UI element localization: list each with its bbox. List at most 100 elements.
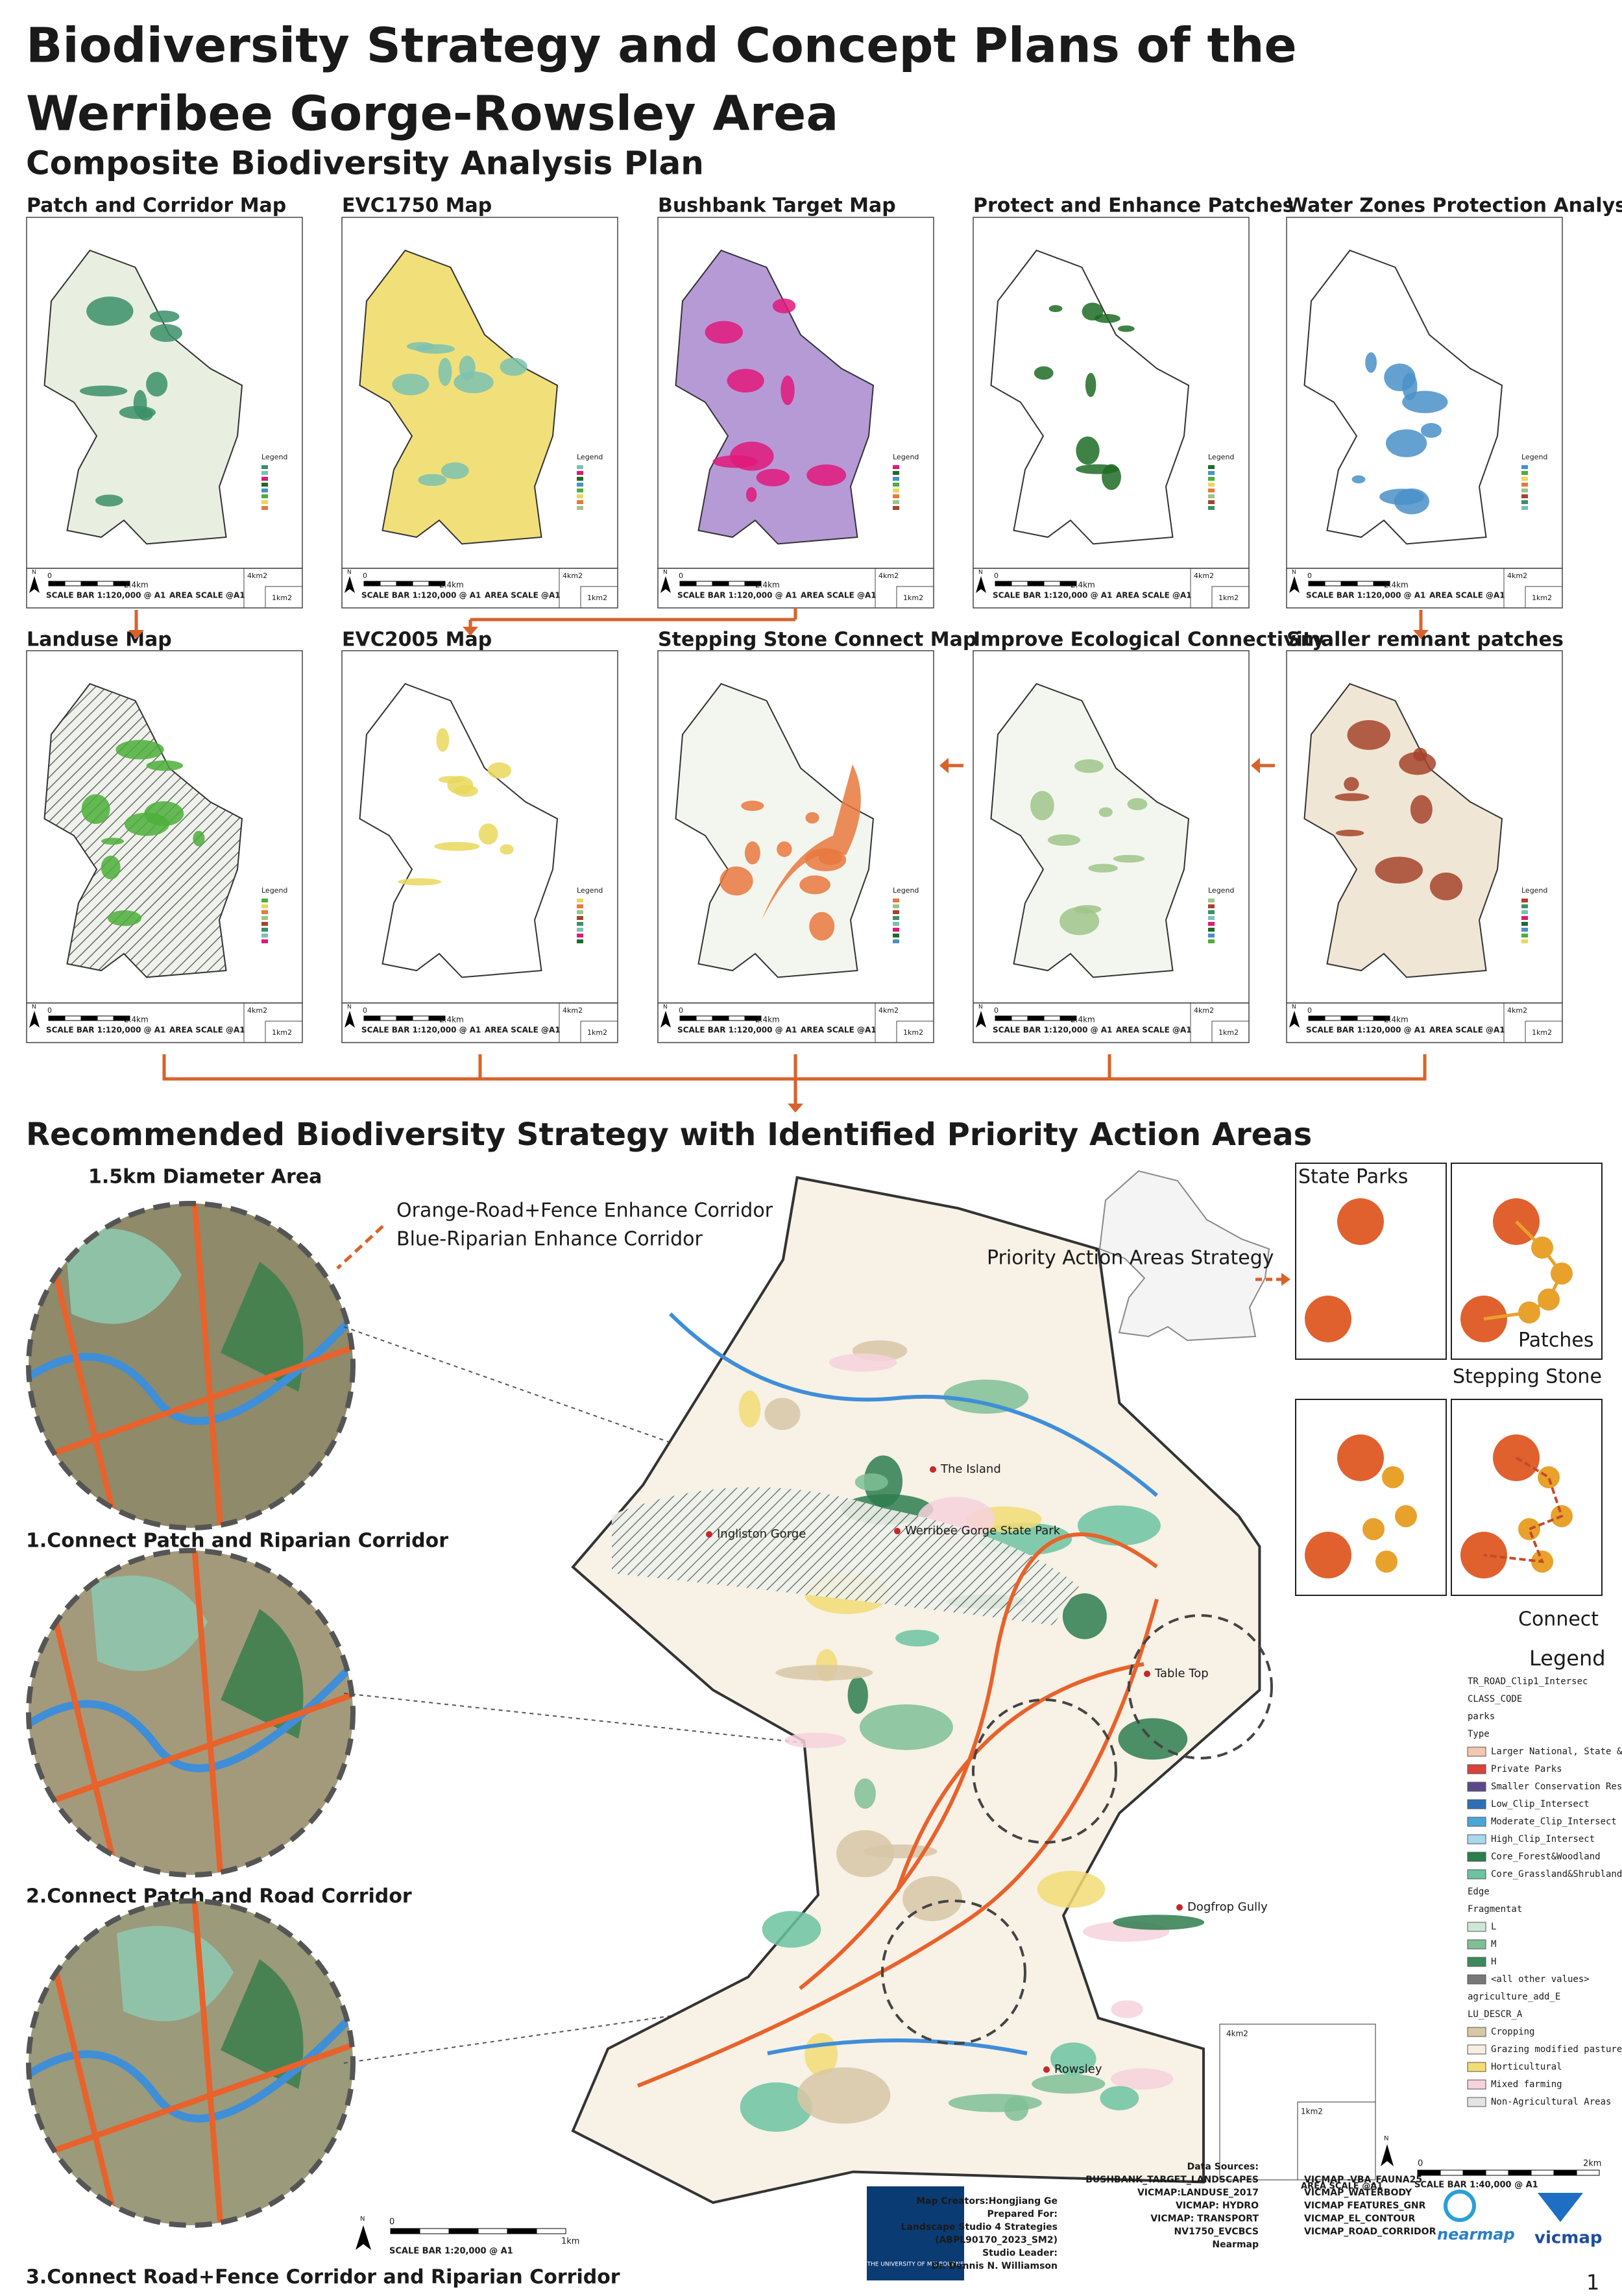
north-arrow — [1381, 2144, 1394, 2166]
scale-bar-seg — [1308, 581, 1325, 586]
area-scale-text: AREA SCALE @A1 — [169, 1026, 245, 1035]
map-patch — [1335, 829, 1364, 837]
map-patch — [1088, 864, 1118, 873]
legend-item: Non-Agricultural Areas — [1491, 2097, 1611, 2107]
scale-text: SCALE BAR 1:120,000 @ A1 — [46, 591, 165, 600]
legend-item: Larger National, State & Regi — [1491, 1746, 1622, 1757]
scale-bar-seg — [396, 1015, 413, 1021]
scale-bar-seg — [97, 581, 114, 586]
legend-swatch — [1467, 1922, 1486, 1932]
flow-head — [939, 758, 949, 773]
legend-swatch — [1521, 465, 1528, 469]
map-patch — [1077, 1505, 1161, 1546]
area-large: 4km2 — [878, 572, 899, 580]
scale-bar-seg — [696, 581, 713, 586]
riparian-corridor — [29, 1317, 353, 1425]
scale-strip — [973, 1002, 1250, 1043]
map-patch — [1127, 798, 1148, 810]
scale-distance: 2.4km — [755, 581, 780, 590]
legend-swatch — [577, 477, 583, 481]
map-patch — [1076, 436, 1100, 465]
riparian-corridor — [668, 1312, 1158, 2055]
area-small: 1km2 — [1218, 594, 1239, 602]
place-name: Werribee Gorge State Park — [905, 1524, 1061, 1538]
scale-bar-seg — [380, 581, 397, 586]
panel-legend-title: Legend — [893, 886, 919, 895]
map-patch — [438, 776, 465, 784]
strategy-node — [1551, 1263, 1573, 1285]
university-logo — [867, 2186, 964, 2280]
legend-swatch — [1467, 1817, 1486, 1827]
legend-swatch — [893, 477, 899, 481]
scale-bar-seg — [478, 2228, 508, 2234]
legend-item: Core_Forest&Woodland — [1491, 1852, 1601, 1862]
scale-distance: 2km — [1583, 2159, 1601, 2169]
strategy-node — [1382, 1466, 1404, 1488]
map-patch — [902, 1876, 963, 1922]
legend-swatch — [577, 910, 583, 914]
map-patch — [1094, 313, 1120, 323]
map-patch — [434, 841, 480, 851]
legend-swatch — [1208, 939, 1215, 943]
map-patch — [1050, 2042, 1096, 2075]
legend-swatch — [261, 489, 268, 492]
map-patch — [806, 464, 847, 486]
map-patch — [1347, 720, 1391, 750]
scale-bar-seg — [412, 1015, 430, 1021]
legend-swatch — [893, 500, 899, 504]
legend-item: TR_ROAD_Clip1_Intersec — [1468, 1676, 1588, 1687]
circle-caption: 1.Connect Patch and Riparian Corridor — [26, 1530, 448, 1553]
north-arrow — [660, 576, 671, 593]
aerial-patch — [65, 1228, 182, 1324]
legend-swatch — [261, 483, 268, 487]
inset-circle — [29, 1203, 353, 1528]
north-label: N — [32, 570, 36, 576]
scale-bar-seg — [744, 581, 762, 586]
map-patch — [805, 812, 819, 824]
inset-circle — [29, 1551, 353, 1875]
legend-item: agriculture_add_E — [1468, 1992, 1560, 2002]
panel-legend-title: Legend — [261, 453, 287, 461]
map-patch — [847, 1676, 868, 1714]
map-patch — [1111, 2000, 1143, 2018]
north-arrow — [356, 2225, 371, 2250]
map-area — [675, 683, 875, 978]
logo-text: nearmap — [1437, 2225, 1515, 2243]
scale-bar-seg — [1324, 581, 1342, 586]
legend-swatch — [1521, 916, 1528, 920]
legend-swatch — [261, 928, 268, 932]
place-marker — [706, 1531, 712, 1538]
aerial-patch — [221, 1959, 304, 2089]
legend-swatch — [893, 916, 899, 920]
scale-zero: 0 — [363, 572, 367, 580]
map-patch — [720, 866, 753, 896]
legend-swatch — [577, 465, 583, 469]
legend-swatch — [1521, 899, 1528, 902]
map-patch — [81, 794, 110, 824]
legend-swatch — [1208, 500, 1215, 504]
map-patch — [741, 801, 764, 811]
legend-swatch — [1467, 2097, 1486, 2107]
legend-swatch — [1208, 489, 1215, 492]
map-patch — [727, 369, 764, 393]
map-patch — [809, 912, 835, 941]
area-small: 1km2 — [903, 1028, 923, 1037]
map-patch — [1402, 391, 1448, 413]
legend-swatch — [1467, 2027, 1486, 2037]
panel-legend-title: Legend — [1521, 886, 1547, 895]
map-patch — [738, 1390, 761, 1428]
scale-bar-seg — [728, 581, 745, 586]
legend-swatch — [893, 489, 899, 492]
map-patch — [818, 851, 842, 865]
legend-swatch — [1208, 910, 1215, 914]
panel-legend-title: Legend — [893, 453, 919, 461]
north-arrow — [345, 1011, 355, 1028]
scale-bar-seg — [1531, 2169, 1555, 2176]
place-marker — [1144, 1671, 1150, 1677]
map-patch — [193, 830, 205, 847]
scale-distance: 2.4km — [439, 581, 464, 590]
area-scale-text: AREA SCALE @A1 — [1116, 1026, 1192, 1035]
legend-swatch — [1521, 904, 1528, 908]
area-small: 1km2 — [903, 594, 923, 602]
scale-strip — [1286, 568, 1563, 609]
